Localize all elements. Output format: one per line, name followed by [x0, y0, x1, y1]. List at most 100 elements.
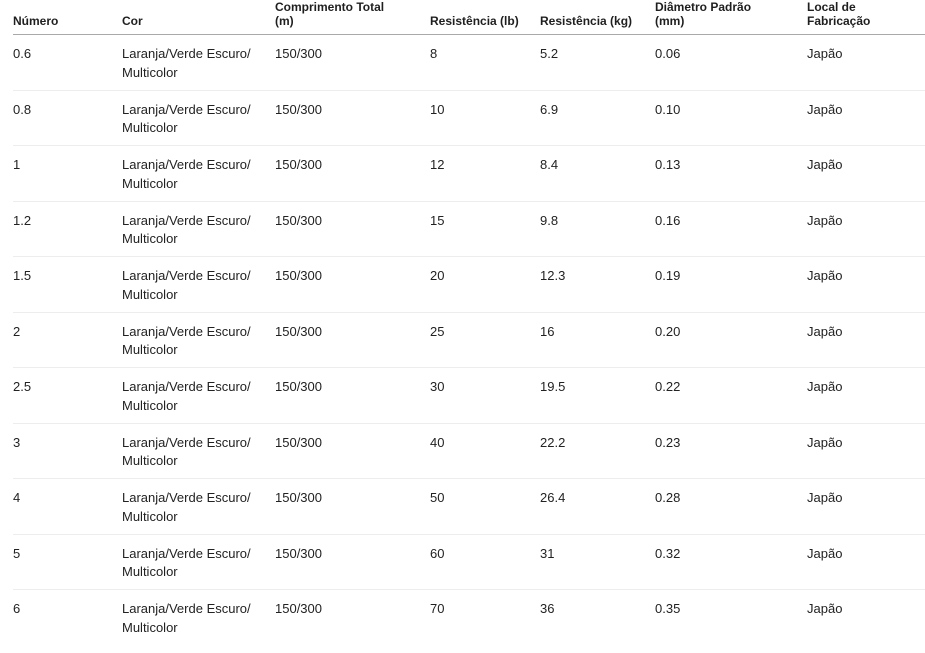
cell-local_de_fabricacao: Japão: [807, 367, 925, 424]
cell-diametro_padrao_mm: 0.19: [655, 256, 807, 313]
cell-diametro_padrao_mm: 0.16: [655, 201, 807, 257]
cell-resistencia_lb: 8: [430, 34, 540, 91]
cell-cor: Laranja/Verde Escuro/ Multicolor: [122, 534, 275, 590]
cell-resistencia_lb: 60: [430, 534, 540, 590]
cell-numero: 1.2: [13, 201, 122, 257]
cell-comprimento_total_m: 150/300: [275, 34, 430, 91]
cell-comprimento_total_m: 150/300: [275, 312, 430, 368]
cell-resistencia_kg: 8.4: [540, 145, 655, 202]
cell-diametro_padrao_mm: 0.10: [655, 90, 807, 146]
table-header-row: Número Cor Comprimento Total (m) Resistênci…: [13, 0, 925, 35]
table-row: 2.5 Laranja/Verde Escuro/ Multicolor 150/3…: [13, 367, 925, 424]
column-header-comprimento_total_m: Comprimento Total (m): [275, 0, 430, 35]
cell-comprimento_total_m: 150/300: [275, 201, 430, 257]
cell-numero: 5: [13, 534, 122, 590]
cell-comprimento_total_m: 150/300: [275, 601, 322, 616]
cell-resistencia_lb: 40: [430, 423, 540, 479]
cell-comprimento_total_m: 150/300: [275, 90, 430, 146]
cell-resistencia_kg: 19.5: [540, 367, 655, 424]
table-row: 3 Laranja/Verde Escuro/ Multicolor 150/300…: [13, 423, 925, 479]
cell-cor: Laranja/Verde Escuro/ Multicolor: [122, 367, 275, 424]
cell-numero: 0.8: [13, 90, 122, 146]
cell-numero: 1: [13, 145, 122, 202]
cell-resistencia_kg: 26.4: [540, 478, 655, 535]
cell-comprimento_total_m: 150/300: [275, 367, 430, 424]
cell-local_de_fabricacao: Japão: [807, 145, 925, 202]
cell-local_de_fabricacao: Japão: [807, 90, 925, 146]
cell-resistencia_kg: 16: [540, 312, 655, 368]
cell-comprimento_total_m: 150/300: [275, 145, 430, 202]
cell-local_de_fabricacao: Japão: [807, 256, 925, 313]
table-body: 0.6 Laranja/Verde Escuro/ Multicolor 150/3…: [13, 34, 925, 646]
table-row: 2 Laranja/Verde Escuro/ Multicolor 150/300…: [13, 312, 925, 368]
table-row: 0.6 Laranja/Verde Escuro/ Multicolor 150/3…: [13, 34, 925, 91]
cell-resistencia_lb: 10: [430, 90, 540, 146]
cell-resistencia_lb: 70: [430, 601, 445, 616]
cell-comprimento_total_m: 150/300: [275, 423, 430, 479]
cell-numero: 2: [13, 312, 122, 368]
cell-comprimento_total_m: 150/300: [275, 478, 430, 535]
cell-diametro_padrao_mm: 0.23: [655, 423, 807, 479]
cell-comprimento_total_m: 150/300: [275, 256, 430, 313]
cell-numero: 4: [13, 478, 122, 535]
cell-cor: Laranja/Verde Escuro/ Multicolor: [122, 145, 275, 202]
table-row: 1 Laranja/Verde Escuro/ Multicolor 150/300…: [13, 145, 925, 202]
column-header-resistencia_lb: Resistência (lb): [430, 0, 540, 35]
table-row: 0.8 Laranja/Verde Escuro/ Multicolor 150/3…: [13, 90, 925, 146]
cell-diametro_padrao_mm: 0.06: [655, 34, 807, 91]
spec-table-container: Número Cor Comprimento Total (m) Resistênci…: [13, 0, 925, 645]
cell-resistencia_lb: 12: [430, 145, 540, 202]
cell-diametro_padrao_mm: 0.32: [655, 534, 807, 590]
table-row: 4 Laranja/Verde Escuro/ Multicolor 150/300…: [13, 478, 925, 535]
cell-cor: Laranja/Verde Escuro/ Multicolor: [122, 312, 275, 368]
table-row: 1.5 Laranja/Verde Escuro/ Multicolor 150/3…: [13, 256, 925, 313]
fishing-line-spec-table: Número Cor Comprimento Total (m) Resistênci…: [13, 0, 925, 645]
table-row: 5 Laranja/Verde Escuro/ Multicolor 150/300…: [13, 534, 925, 590]
cell-diametro_padrao_mm: 0.28: [655, 478, 807, 535]
cell-cor: Laranja/Verde Escuro/ Multicolor: [122, 601, 251, 635]
cell-resistencia_kg: 36: [540, 601, 555, 616]
cell-local_de_fabricacao: Japão: [807, 312, 925, 368]
cell-cor: Laranja/Verde Escuro/ Multicolor: [122, 423, 275, 479]
cell-cor: Laranja/Verde Escuro/ Multicolor: [122, 201, 275, 257]
cell-cor: Laranja/Verde Escuro/ Multicolor: [122, 256, 275, 313]
table-row: 1.2 Laranja/Verde Escuro/ Multicolor 150/3…: [13, 201, 925, 257]
column-header-diametro_padrao_mm: Diâmetro Padrão (mm): [655, 0, 807, 35]
cell-comprimento_total_m: 150/300: [275, 534, 430, 590]
cell-resistencia_kg: 6.9: [540, 90, 655, 146]
cell-resistencia_kg: 9.8: [540, 201, 655, 257]
cell-numero: 6: [13, 601, 21, 616]
column-header-local_de_fabricacao: Local de Fabricação: [807, 0, 925, 35]
table-row: 6 Laranja/Verde Escuro/ Multicolor 150/300…: [13, 590, 925, 646]
cell-local_de_fabricacao: Japão: [807, 201, 925, 257]
cell-resistencia_kg: 31: [540, 534, 655, 590]
cell-resistencia_lb: 30: [430, 367, 540, 424]
cell-numero: 2.5: [13, 367, 122, 424]
column-header-resistencia_kg: Resistência (kg): [540, 0, 655, 35]
cell-resistencia_lb: 20: [430, 256, 540, 313]
cell-resistencia_kg: 5.2: [540, 34, 655, 91]
cell-local_de_fabricacao: Japão: [807, 601, 843, 616]
cell-cor: Laranja/Verde Escuro/ Multicolor: [122, 90, 275, 146]
cell-cor: Laranja/Verde Escuro/ Multicolor: [122, 34, 275, 91]
cell-diametro_padrao_mm: 0.35: [655, 601, 681, 616]
cell-diametro_padrao_mm: 0.20: [655, 312, 807, 368]
cell-local_de_fabricacao: Japão: [807, 34, 925, 91]
cell-numero: 0.6: [13, 34, 122, 91]
column-header-cor: Cor: [122, 0, 275, 35]
cell-resistencia_kg: 22.2: [540, 423, 655, 479]
cell-resistencia_kg: 12.3: [540, 256, 655, 313]
cell-local_de_fabricacao: Japão: [807, 534, 925, 590]
cell-resistencia_lb: 50: [430, 478, 540, 535]
column-header-numero: Número: [13, 0, 122, 35]
cell-cor: Laranja/Verde Escuro/ Multicolor: [122, 478, 275, 535]
cell-numero: 3: [13, 423, 122, 479]
cell-numero: 1.5: [13, 256, 122, 313]
cell-diametro_padrao_mm: 0.22: [655, 367, 807, 424]
cell-resistencia_lb: 25: [430, 312, 540, 368]
cell-resistencia_lb: 15: [430, 201, 540, 257]
cell-diametro_padrao_mm: 0.13: [655, 145, 807, 202]
cell-local_de_fabricacao: Japão: [807, 478, 925, 535]
cell-local_de_fabricacao: Japão: [807, 423, 925, 479]
